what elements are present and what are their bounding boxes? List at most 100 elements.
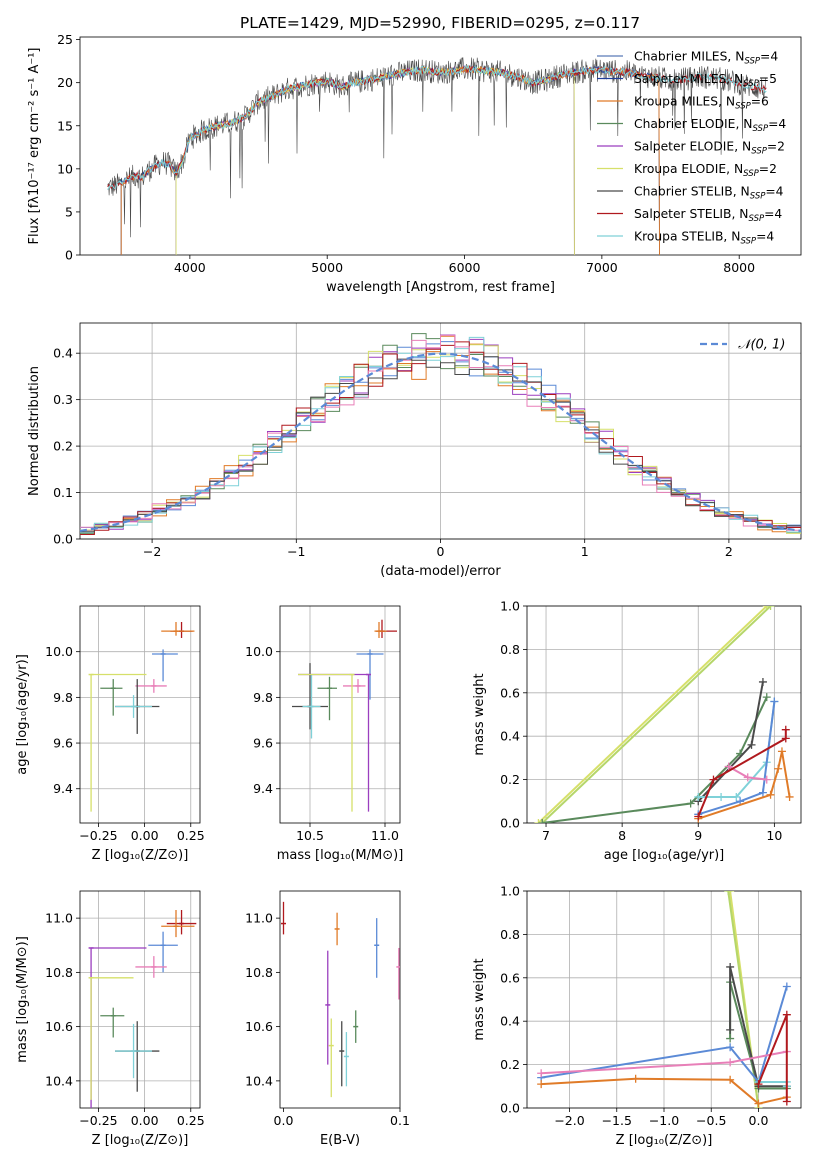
legend-label-suffix: =2 — [767, 140, 785, 154]
y-tick-label: 9.8 — [53, 690, 73, 705]
y-tick-label: 9.8 — [253, 690, 273, 705]
spectrum-line — [120, 65, 660, 255]
spectrum-line — [107, 57, 767, 238]
x-tick-label: 10 — [766, 828, 782, 843]
x-tick-label: 0.25 — [177, 828, 205, 843]
x-tick-label: 0.25 — [177, 1113, 205, 1128]
series-line — [729, 966, 787, 1088]
series-marker — [766, 606, 775, 610]
y-tick-label: 0.6 — [500, 970, 520, 985]
x-tick-label: 0.0 — [274, 1113, 294, 1128]
y-axis-label: mass [log₁₀(M/M⊙)] — [15, 936, 30, 1063]
y-tick-label: 10.4 — [245, 1073, 273, 1088]
series-marker — [709, 775, 718, 784]
y-tick-label: 5 — [65, 204, 73, 219]
histogram-step-series — [80, 334, 801, 531]
y-tick-label: 0.8 — [500, 642, 520, 657]
normal-reference-curve — [79, 352, 802, 532]
series-line — [541, 986, 788, 1085]
spectrum-line — [175, 65, 575, 255]
y-tick-label: 9.6 — [253, 736, 273, 751]
x-tick-label: 0 — [437, 544, 445, 559]
x-tick-label: 10.5 — [296, 828, 324, 843]
series-marker — [726, 1043, 735, 1052]
legend-label-sub: SSP — [749, 214, 765, 224]
series-marker — [694, 812, 703, 821]
x-tick-label: −2 — [143, 544, 161, 559]
x-axis-label: (data-model)/error — [380, 564, 501, 579]
legend-label-main: Salpeter ELODIE, N — [634, 140, 751, 154]
legend-label: Salpeter STELIB, NSSP=4 — [634, 207, 782, 224]
series-marker — [726, 962, 735, 971]
series-marker — [770, 697, 779, 706]
legend-label-sub: SSP — [750, 192, 766, 202]
spectrum-line — [175, 65, 575, 255]
y-tick-label: 0.2 — [53, 439, 73, 454]
mass-vs-ebv-panel: 0.0 0.1 10.4 10.6 10.8 11.0 E(B-V) — [245, 890, 410, 1148]
age-vs-metallicity-panel: −0.25 0.00 0.25 9.4 9.6 9.8 10.0 Z [log₁₀(Z/Z⊙)… — [15, 605, 205, 863]
axes-frame — [79, 890, 201, 1109]
y-axis-label: Normed distribution — [27, 366, 42, 496]
series-line — [537, 606, 768, 823]
legend-label: Chabrier ELODIE, NSSP=4 — [634, 117, 786, 134]
series-marker — [781, 734, 790, 743]
y-tick-label: 9.6 — [53, 736, 73, 751]
y-tick-label: 0.2 — [500, 772, 520, 787]
series-marker — [732, 792, 741, 801]
series-marker — [743, 773, 752, 782]
age-vs-mass-panel: 10.5 11.0 9.4 9.6 9.8 10.0 mass [log₁₀(M/M⊙)] — [245, 605, 404, 863]
y-tick-label: 0.2 — [500, 1057, 520, 1072]
series-line — [541, 606, 772, 823]
x-tick-label: 9 — [694, 828, 702, 843]
y-tick-label: 0 — [65, 248, 73, 263]
y-tick-label: 0.4 — [53, 346, 73, 361]
series-marker — [726, 1075, 735, 1084]
series-marker — [724, 762, 733, 771]
y-tick-label: 10.8 — [45, 965, 73, 980]
x-axis-label: mass [log₁₀(M/M⊙)] — [277, 848, 404, 863]
legend-label-sub: SSP — [740, 237, 756, 247]
figure-title: PLATE=1429, MJD=52990, FIBERID=0295, z=0… — [240, 14, 640, 32]
legend-label: Kroupa MILES, NSSP=6 — [634, 95, 769, 112]
y-tick-label: 10.8 — [245, 965, 273, 980]
x-tick-label: −2.0 — [554, 1113, 584, 1128]
series-line — [697, 729, 787, 817]
x-tick-label: −1.0 — [649, 1113, 679, 1128]
x-tick-label: 7000 — [586, 260, 618, 275]
legend-label-main: Kroupa ELODIE, N — [634, 162, 743, 176]
series-marker — [777, 747, 786, 756]
series-marker — [717, 792, 726, 801]
series-marker — [534, 819, 543, 823]
legend-label-sub: SSP — [751, 147, 767, 157]
legend-label-sub: SSP — [744, 57, 760, 67]
legend-label-main: Salpeter STELIB, N — [634, 207, 749, 221]
legend-label: Chabrier MILES, NSSP=4 — [634, 50, 778, 67]
x-tick-label: 1 — [581, 544, 589, 559]
y-tick-label: 1.0 — [500, 599, 520, 614]
x-tick-label: −0.5 — [696, 1113, 726, 1128]
y-tick-label: 1.0 — [500, 884, 520, 899]
series-marker — [726, 1034, 735, 1043]
y-tick-label: 0.4 — [500, 729, 520, 744]
legend-label-main: Chabrier STELIB, N — [634, 185, 750, 199]
legend-label: Salpeter ELODIE, NSSP=2 — [634, 140, 785, 157]
legend-label: Kroupa STELIB, NSSP=4 — [634, 230, 774, 247]
y-tick-label: 0.8 — [500, 927, 520, 942]
legend-label-suffix: =6 — [751, 95, 769, 109]
y-axis-label: mass weight — [472, 673, 487, 755]
x-axis-label: E(B-V) — [320, 1133, 360, 1148]
legend-label-main: Chabrier ELODIE, N — [634, 117, 752, 131]
series-marker — [694, 792, 703, 801]
legend-label: Chabrier STELIB, NSSP=4 — [634, 185, 784, 202]
y-tick-label: 0.6 — [500, 685, 520, 700]
series-marker — [726, 1025, 735, 1034]
y-tick-label: 20 — [57, 75, 73, 90]
legend-label-sub: SSP — [743, 169, 759, 179]
legend-label-suffix: =4 — [760, 50, 778, 64]
x-tick-label: 0.00 — [131, 828, 159, 843]
y-tick-label: 9.4 — [53, 781, 73, 796]
series-marker — [754, 1080, 763, 1089]
series-marker — [747, 740, 756, 749]
series-marker — [537, 1069, 546, 1078]
x-tick-label: 5000 — [311, 260, 343, 275]
